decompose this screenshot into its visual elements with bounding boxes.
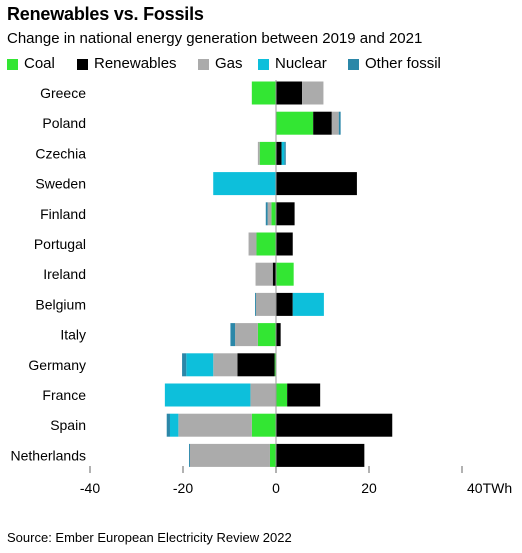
bar-sweden-renewables: [276, 172, 357, 196]
bar-poland-renewables: [313, 111, 332, 135]
category-label-portugal: Portugal: [34, 236, 86, 252]
category-label-poland: Poland: [42, 115, 86, 131]
bar-finland-other-fossil: [265, 202, 268, 226]
bar-italy-other-fossil: [230, 323, 236, 347]
category-label-sweden: Sweden: [35, 176, 86, 192]
bar-spain-nuclear: [169, 413, 179, 437]
legend-label-renewables: Renewables: [94, 55, 177, 72]
bar-spain-other-fossil: [166, 413, 170, 437]
bar-netherlands-gas: [189, 443, 270, 467]
chart-title: Renewables vs. Fossils: [7, 4, 204, 24]
bar-germany-coal: [274, 353, 276, 377]
category-label-ireland: Ireland: [43, 266, 86, 282]
legend-label-coal: Coal: [24, 55, 55, 72]
bar-france-gas: [250, 383, 276, 407]
bar-spain-coal: [251, 413, 276, 437]
legend-label-nuclear: Nuclear: [275, 55, 327, 72]
bar-ireland-gas: [255, 262, 273, 286]
category-label-netherlands: Netherlands: [11, 447, 87, 463]
bar-czechia-nuclear: [281, 141, 285, 165]
bar-czechia-renewables: [276, 141, 282, 165]
bar-italy-renewables: [276, 323, 281, 347]
bar-czechia-other-fossil: [284, 141, 286, 165]
bar-finland-gas: [267, 202, 272, 226]
bar-spain-gas: [178, 413, 252, 437]
bar-germany-other-fossil: [182, 353, 187, 377]
category-label-belgium: Belgium: [35, 296, 86, 312]
legend-swatch-renewables: [77, 59, 88, 70]
bar-poland-coal: [276, 111, 314, 135]
bar-spain-renewables: [276, 413, 393, 437]
bar-czechia-coal: [259, 141, 276, 165]
legend-label-gas: Gas: [215, 55, 243, 72]
bar-france-coal: [276, 383, 288, 407]
x-tick-label-3: 20: [361, 480, 377, 496]
bar-germany-gas: [213, 353, 238, 377]
bar-belgium-gas: [256, 292, 276, 316]
x-tick-label-4: 40TWh: [467, 480, 512, 496]
legend-swatch-other-fossil: [348, 59, 359, 70]
bar-italy-gas: [235, 323, 258, 347]
bar-poland-gas: [331, 111, 339, 135]
bar-poland-other-fossil: [338, 111, 341, 135]
bar-portugal-coal: [256, 232, 276, 256]
chart-subtitle: Change in national energy generation bet…: [7, 30, 423, 47]
bar-germany-nuclear: [186, 353, 214, 377]
bar-finland-coal: [271, 202, 276, 226]
legend-swatch-coal: [7, 59, 18, 70]
bar-greece-coal: [251, 81, 276, 105]
bar-sweden-nuclear: [213, 172, 276, 196]
bar-germany-renewables: [237, 353, 275, 377]
legend-swatch-nuclear: [258, 59, 269, 70]
bar-czechia-gas: [257, 141, 260, 165]
category-label-greece: Greece: [40, 85, 86, 101]
category-label-italy: Italy: [60, 327, 86, 343]
bar-belgium-renewables: [276, 292, 293, 316]
bar-ireland-coal: [276, 262, 294, 286]
bar-finland-renewables: [276, 202, 295, 226]
bar-france-renewables: [287, 383, 321, 407]
category-label-france: France: [42, 387, 86, 403]
bar-belgium-other-fossil: [255, 292, 257, 316]
category-label-czechia: Czechia: [35, 145, 86, 161]
category-label-germany: Germany: [28, 357, 86, 373]
x-tick-label-2: 0: [272, 480, 280, 496]
bar-italy-coal: [257, 323, 276, 347]
bar-netherlands-renewables: [276, 443, 365, 467]
category-label-finland: Finland: [40, 206, 86, 222]
bar-greece-gas: [302, 81, 324, 105]
legend-label-other-fossil: Other fossil: [365, 55, 441, 72]
bar-portugal-renewables: [276, 232, 293, 256]
bar-netherlands-other-fossil: [189, 443, 190, 467]
x-tick-label-0: -40: [80, 480, 100, 496]
bar-ireland-renewables: [272, 262, 276, 286]
bar-portugal-gas: [248, 232, 257, 256]
bar-netherlands-coal: [269, 443, 276, 467]
legend-swatch-gas: [198, 59, 209, 70]
x-tick-label-1: -20: [173, 480, 193, 496]
source-note: Source: Ember European Electricity Revie…: [7, 530, 292, 545]
bar-france-nuclear: [164, 383, 251, 407]
category-label-spain: Spain: [50, 417, 86, 433]
bar-belgium-nuclear: [292, 292, 324, 316]
bar-greece-renewables: [276, 81, 303, 105]
